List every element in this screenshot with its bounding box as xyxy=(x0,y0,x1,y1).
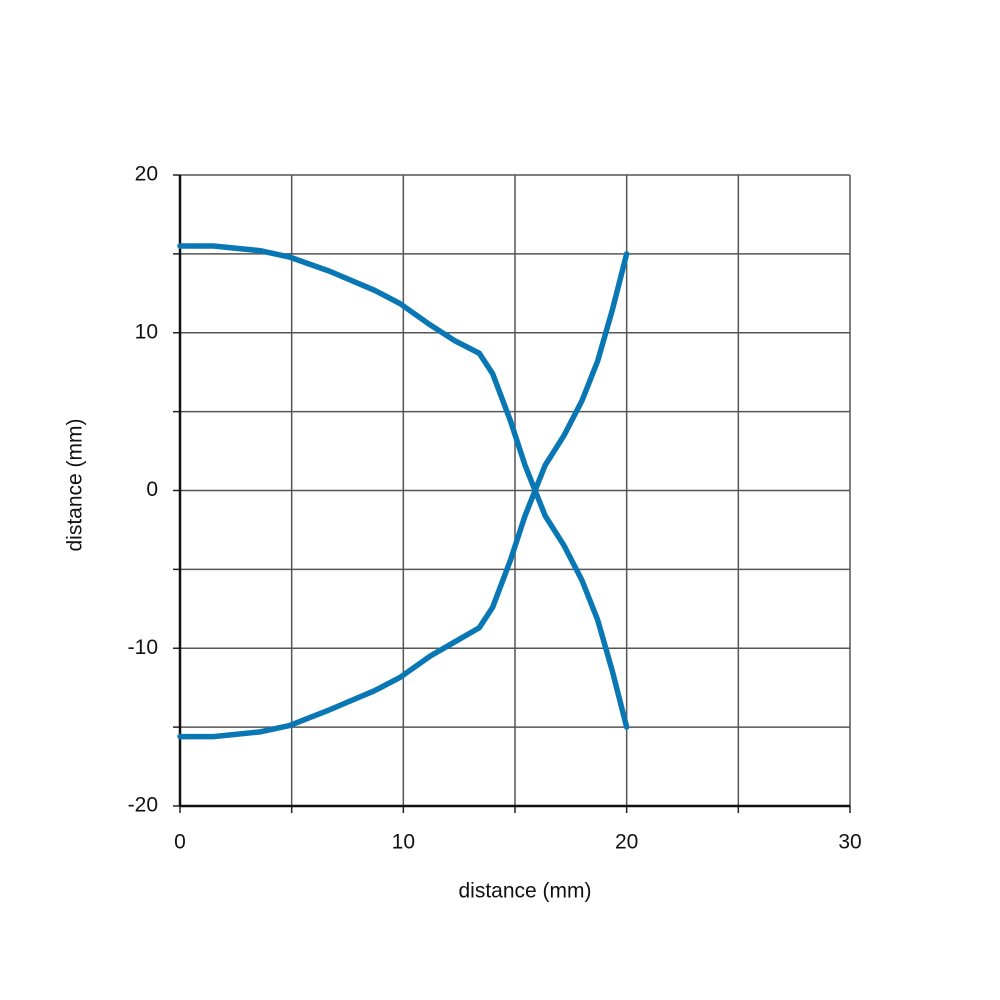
data-line xyxy=(177,251,630,740)
y-tick-label: 10 xyxy=(135,320,158,343)
x-axis-label: distance (mm) xyxy=(458,880,591,903)
x-tick-label: 10 xyxy=(392,831,415,854)
y-tick-label: -10 xyxy=(128,636,158,659)
data-line xyxy=(177,243,630,730)
y-tick-label: 20 xyxy=(135,163,158,186)
x-tick-label: 20 xyxy=(615,831,638,854)
y-tick-label: 0 xyxy=(146,478,158,501)
y-tick-label: -20 xyxy=(128,794,158,817)
x-tick-label: 0 xyxy=(174,831,186,854)
x-tick-label: 30 xyxy=(838,831,861,854)
y-axis-label: distance (mm) xyxy=(64,418,87,551)
